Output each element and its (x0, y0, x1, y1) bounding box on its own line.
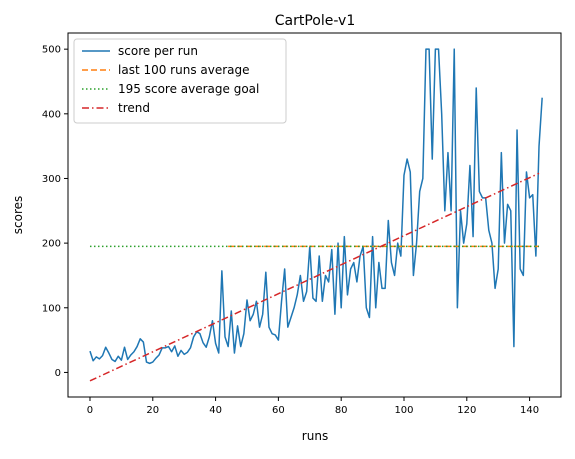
y-tick-label: 200 (42, 239, 61, 250)
y-axis: 0 100 200 300 400 500 (42, 45, 68, 379)
x-axis: 0 20 40 60 80 100 120 140 (87, 397, 539, 416)
legend-label-3: trend (118, 101, 150, 115)
legend: score per run last 100 runs average 195 sc… (73, 38, 287, 124)
x-tick-label: 100 (394, 405, 413, 416)
x-axis-label: runs (302, 429, 328, 443)
series-line-3 (89, 172, 540, 382)
x-tick-label: 60 (272, 405, 285, 416)
chart-title: CartPole-v1 (275, 13, 355, 29)
x-tick-label: 80 (335, 405, 348, 416)
series-layer (89, 48, 543, 382)
y-axis-label: scores (11, 196, 25, 235)
y-tick-label: 100 (42, 303, 61, 314)
x-tick-label: 140 (520, 405, 539, 416)
legend-label-0: score per run (118, 44, 198, 58)
legend-label-2: 195 score average goal (118, 82, 259, 96)
legend-box (73, 38, 287, 124)
x-tick-label: 40 (209, 405, 222, 416)
x-tick-label: 20 (146, 405, 159, 416)
series-line-0 (89, 48, 543, 365)
y-tick-label: 400 (42, 109, 61, 120)
x-tick-label: 0 (87, 405, 93, 416)
legend-label-1: last 100 runs average (118, 63, 250, 77)
y-tick-label: 0 (55, 368, 61, 379)
plot-frame (67, 32, 562, 398)
y-tick-label: 300 (42, 174, 61, 185)
x-tick-label: 120 (457, 405, 476, 416)
y-tick-label: 500 (42, 45, 61, 56)
